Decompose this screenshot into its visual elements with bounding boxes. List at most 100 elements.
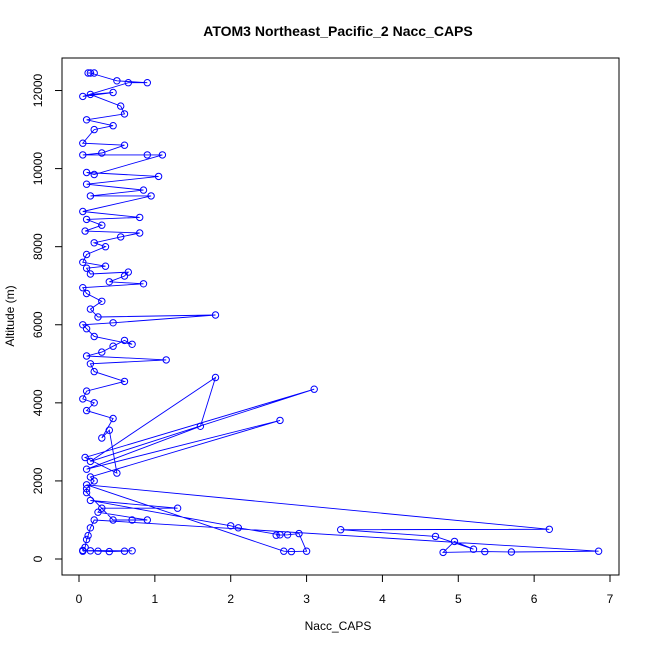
- data-point: [136, 229, 144, 237]
- data-point: [469, 545, 478, 553]
- data-point: [109, 319, 117, 327]
- x-tick-label: 0: [76, 592, 83, 606]
- data-point: [120, 141, 129, 149]
- data-point: [139, 186, 148, 194]
- data-point: [109, 122, 117, 130]
- x-tick-label: 6: [531, 592, 538, 606]
- data-point: [90, 125, 98, 134]
- data-point: [594, 547, 603, 555]
- data-point: [234, 524, 243, 532]
- x-tick-label: 3: [303, 592, 310, 606]
- data-point: [109, 342, 117, 350]
- data-point: [86, 270, 95, 278]
- y-tick-label: 12000: [31, 74, 45, 108]
- chart-title: ATOM3 Northeast_Pacific_2 Nacc_CAPS: [203, 23, 472, 39]
- y-tick-label: 8000: [31, 233, 45, 260]
- data-point: [86, 457, 95, 466]
- data-point: [120, 272, 129, 280]
- data-point: [211, 373, 220, 382]
- data-point: [82, 387, 91, 395]
- data-point: [128, 516, 136, 524]
- data-point: [128, 547, 136, 555]
- data-point: [90, 399, 98, 407]
- data-point: [90, 332, 98, 341]
- data-point: [120, 336, 129, 345]
- data-point: [136, 213, 144, 222]
- data-point: [105, 426, 114, 434]
- data-point: [90, 367, 98, 376]
- data-point: [545, 525, 553, 533]
- data-point: [439, 548, 447, 557]
- x-axis-label: Nacc_CAPS: [305, 619, 372, 633]
- data-point: [105, 547, 114, 556]
- data-point: [86, 524, 95, 532]
- data-point: [94, 547, 102, 555]
- data-point: [117, 233, 125, 241]
- data-point: [98, 348, 106, 356]
- data-point: [109, 516, 117, 524]
- data-point: [276, 531, 284, 539]
- x-tick-label: 5: [455, 592, 462, 606]
- data-point: [98, 297, 106, 305]
- data-point: [105, 278, 114, 286]
- data-point: [79, 207, 87, 216]
- data-point: [143, 151, 152, 159]
- y-tick-label: 2000: [31, 467, 45, 494]
- y-tick-label: 4000: [31, 389, 45, 416]
- data-point: [98, 504, 106, 512]
- data-point: [139, 280, 148, 288]
- data-point: [507, 548, 516, 556]
- data-point: [86, 360, 95, 368]
- series-group: [79, 69, 603, 557]
- data-point: [101, 243, 110, 251]
- data-point: [113, 469, 121, 477]
- data-point: [280, 547, 288, 555]
- data-point: [82, 488, 91, 497]
- data-point: [124, 79, 133, 87]
- data-point: [143, 516, 152, 524]
- data-point: [82, 289, 91, 298]
- data-point: [79, 139, 87, 147]
- data-point: [90, 477, 98, 485]
- data-point: [98, 221, 106, 229]
- data-point: [86, 496, 95, 505]
- data-point: [120, 110, 129, 118]
- data-point: [481, 547, 489, 556]
- data-point: [154, 172, 163, 181]
- data-point: [310, 385, 318, 393]
- data-point: [84, 531, 92, 540]
- data-point: [117, 102, 125, 110]
- data-point: [147, 192, 155, 200]
- data-point: [295, 529, 303, 538]
- data-point: [82, 264, 91, 272]
- y-axis: 0 2000 4000 6000 8000 10000 12000: [31, 74, 63, 562]
- data-point: [109, 414, 117, 423]
- data-point: [128, 340, 136, 348]
- data-point: [302, 547, 311, 555]
- data-point: [79, 284, 87, 292]
- y-axis-label: Altitude (m): [3, 285, 17, 346]
- data-point: [82, 250, 91, 259]
- data-point: [79, 258, 87, 266]
- series-line: [81, 72, 599, 553]
- data-point: [86, 547, 95, 555]
- data-point: [124, 268, 133, 276]
- data-point: [98, 149, 106, 157]
- data-point: [86, 90, 95, 99]
- data-point: [82, 116, 91, 124]
- data-point: [283, 531, 292, 539]
- data-point: [82, 215, 91, 224]
- data-point: [143, 79, 152, 87]
- x-tick-label: 2: [227, 592, 234, 606]
- data-point: [227, 522, 235, 530]
- data-point: [79, 92, 87, 101]
- x-tick-label: 1: [152, 592, 159, 606]
- data-point: [86, 305, 95, 313]
- data-point: [109, 88, 117, 97]
- data-point: [90, 516, 98, 524]
- data-point: [82, 535, 91, 544]
- data-point: [86, 192, 95, 200]
- data-point: [431, 532, 440, 541]
- data-point: [79, 395, 87, 403]
